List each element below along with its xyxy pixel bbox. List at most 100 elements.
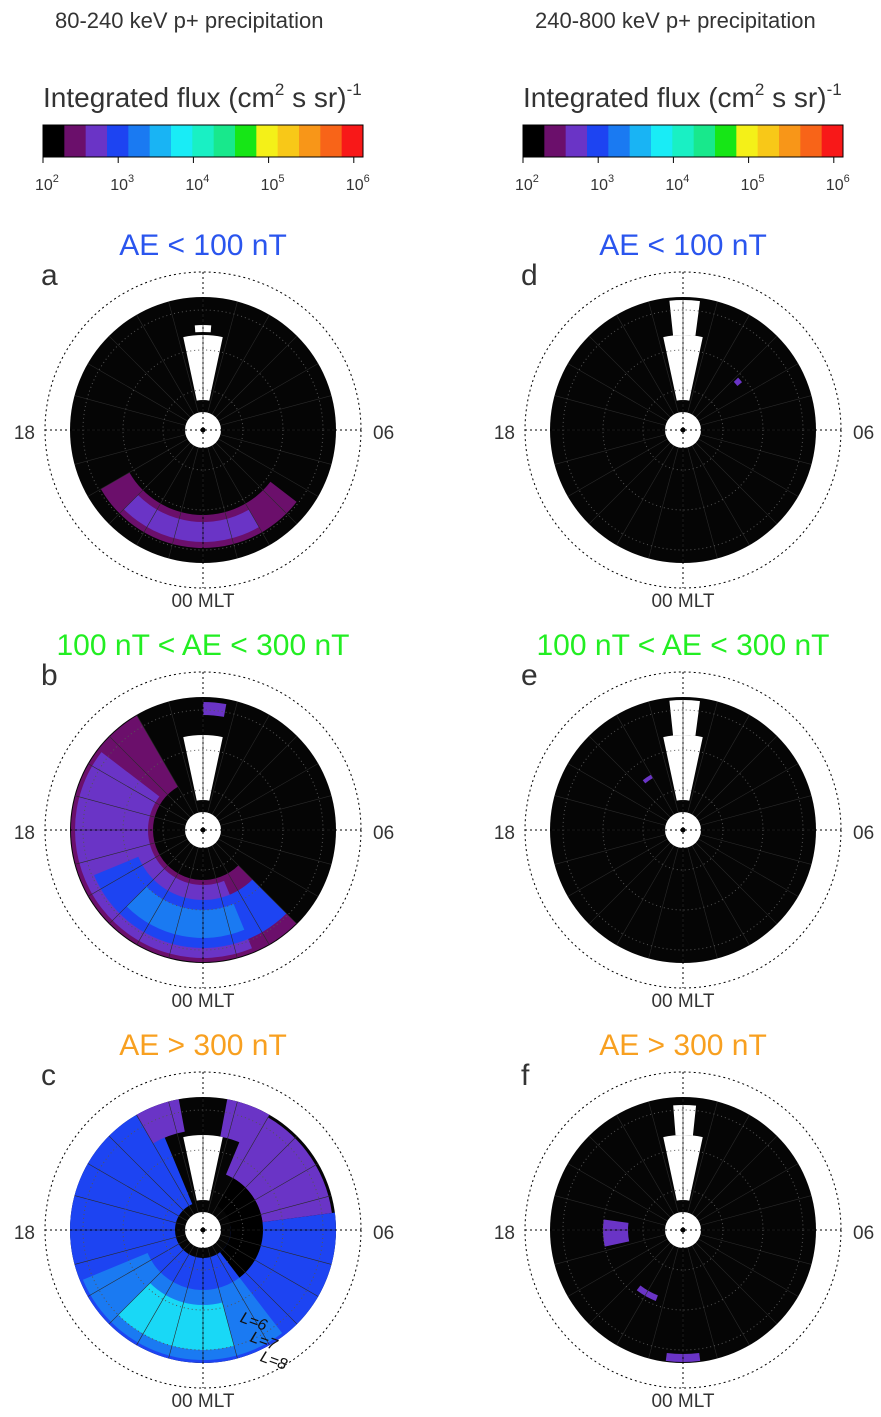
pole	[200, 1227, 206, 1233]
sector-line	[108, 829, 204, 925]
sector-line	[202, 395, 332, 431]
sector-line	[648, 429, 684, 559]
sector-line	[567, 1163, 684, 1231]
colorbar-cell	[64, 125, 87, 157]
sector-line	[682, 429, 812, 465]
mlt-left: 18	[494, 423, 515, 444]
sector-line	[136, 1229, 204, 1346]
tick-base: 10	[515, 177, 533, 194]
panel-letter: f	[521, 1059, 530, 1092]
sector-line	[682, 763, 799, 831]
colorbar-cell	[107, 125, 129, 157]
sector-line	[682, 335, 778, 431]
colorbar-tick-label: 105	[261, 173, 285, 194]
sector-line	[648, 829, 684, 959]
colorbar-cell	[779, 125, 801, 157]
sector-line	[74, 429, 204, 465]
sector-line	[682, 301, 718, 431]
colorbar-cell	[629, 125, 652, 157]
mlt-bottom: 00 MLT	[651, 991, 714, 1012]
sector-line	[588, 1229, 684, 1325]
tick-base: 10	[590, 177, 608, 194]
sector-line	[682, 1229, 718, 1359]
sector-line	[136, 429, 204, 546]
l-ring	[642, 789, 724, 871]
pole	[680, 427, 686, 433]
pole	[680, 1227, 686, 1233]
sector-line	[87, 1163, 204, 1231]
sector-line	[682, 714, 750, 831]
tick-base: 10	[346, 177, 364, 194]
colorbar-cell	[213, 125, 236, 157]
tick-exp: 5	[278, 173, 284, 185]
sector-line	[682, 701, 718, 831]
l-ring	[642, 389, 724, 471]
flux-region	[123, 495, 259, 543]
colorbar-cell	[757, 125, 780, 157]
sector-line	[202, 429, 298, 525]
sector-line	[554, 1229, 684, 1265]
l-ring	[162, 1189, 244, 1271]
mlt-bottom: 00 MLT	[171, 591, 234, 612]
colorbar-cell	[128, 125, 151, 157]
colorbar-tick-label: 103	[590, 173, 614, 194]
sector-line	[74, 395, 204, 431]
sector-line	[616, 714, 684, 831]
tick-exp: 6	[364, 173, 370, 185]
label-text: s sr)	[284, 82, 346, 113]
colorbar-cell	[277, 125, 300, 157]
colorbar-label: Integrated flux (cm2 s sr)-1	[523, 80, 842, 113]
sector-line	[202, 829, 298, 925]
pole	[200, 427, 206, 433]
sector-line	[567, 429, 684, 497]
l-ring	[562, 309, 804, 551]
sector-line	[108, 1135, 204, 1231]
panel-letter: e	[521, 659, 538, 692]
l-ring	[122, 749, 284, 911]
l-ring	[602, 749, 764, 911]
sector-line	[87, 429, 204, 497]
tick-exp: 3	[608, 173, 614, 185]
mlt-left: 18	[494, 823, 515, 844]
l-ring	[82, 309, 324, 551]
sector-line	[588, 829, 684, 925]
sector-line	[616, 429, 684, 546]
tick-exp: 3	[128, 173, 134, 185]
sector-line	[202, 829, 332, 865]
sector-line	[682, 395, 812, 431]
column-title: 240-800 keV p+ precipitation	[535, 8, 816, 33]
sector-line	[682, 1195, 812, 1231]
sector-line	[108, 735, 204, 831]
sector-line	[682, 1135, 778, 1231]
flux-region	[669, 700, 700, 736]
sector-line	[554, 829, 684, 865]
panel-condition: AE < 100 nT	[599, 229, 767, 262]
sector-line	[682, 829, 799, 897]
panel-letter: c	[41, 1059, 56, 1092]
colorbar-cell	[149, 125, 172, 157]
flux-region	[118, 1283, 235, 1351]
colorbar-cell	[544, 125, 567, 157]
mlt-bottom: 00 MLT	[651, 591, 714, 612]
sector-line	[682, 795, 812, 831]
colorbar-tick-label: 102	[35, 173, 59, 194]
sector-line	[108, 429, 204, 525]
sector-line	[682, 1229, 799, 1297]
sector-line	[682, 429, 778, 525]
sector-line	[202, 1195, 332, 1231]
mlt-left: 18	[494, 1223, 515, 1244]
sector-line	[74, 1195, 204, 1231]
sector-line	[567, 363, 684, 431]
sector-line	[202, 701, 238, 831]
sector-line	[682, 314, 750, 431]
tick-base: 10	[35, 177, 53, 194]
colorbar-cell	[608, 125, 631, 157]
tick-base: 10	[110, 177, 128, 194]
mlt-right: 06	[373, 1223, 394, 1244]
mlt-right: 06	[853, 823, 874, 844]
sector-line	[202, 829, 319, 897]
sector-line	[202, 1163, 319, 1231]
l-ring	[602, 1149, 764, 1311]
sector-line	[682, 429, 750, 546]
